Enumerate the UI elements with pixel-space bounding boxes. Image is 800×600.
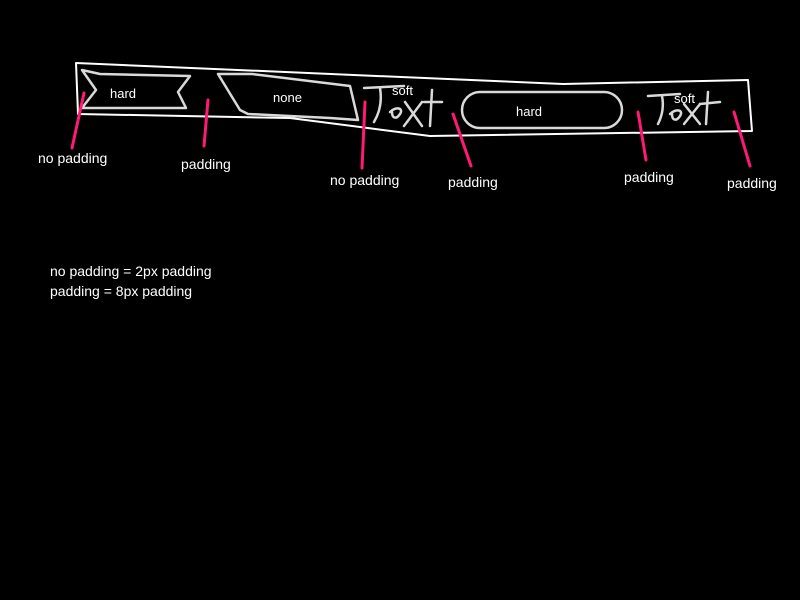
- annotation-label-1: no padding: [38, 150, 108, 166]
- annotation-label-4: padding: [448, 174, 498, 190]
- pill-shape: [460, 90, 624, 130]
- annotation-line-1: [70, 91, 86, 150]
- legend-line-2: padding = 8px padding: [50, 283, 193, 299]
- annotation-line-2: [202, 98, 210, 148]
- text2-style-label: soft: [674, 91, 695, 106]
- annotation-label-2: padding: [181, 156, 231, 172]
- annotation-line-5: [636, 110, 648, 162]
- handwritten-text-1: [362, 84, 444, 128]
- legend-line-1: no padding = 2px padding: [50, 263, 212, 279]
- annotation-line-6: [732, 110, 752, 168]
- annotation-label-6: padding: [727, 175, 777, 191]
- flag-shape: [80, 68, 192, 110]
- handwritten-text-2: [646, 90, 722, 126]
- annotation-label-5: padding: [624, 169, 674, 185]
- annotation-label-3: no padding: [330, 172, 400, 188]
- skewed-label: none: [273, 90, 302, 105]
- annotation-lines: [70, 91, 752, 170]
- annotation-line-4: [451, 112, 473, 168]
- flag-label: hard: [110, 86, 137, 101]
- annotation-line-3: [360, 100, 367, 170]
- pill-label: hard: [516, 104, 543, 119]
- container-outline: [75, 62, 753, 137]
- text1-style-label: soft: [392, 83, 413, 98]
- skewed-shape: [216, 72, 360, 122]
